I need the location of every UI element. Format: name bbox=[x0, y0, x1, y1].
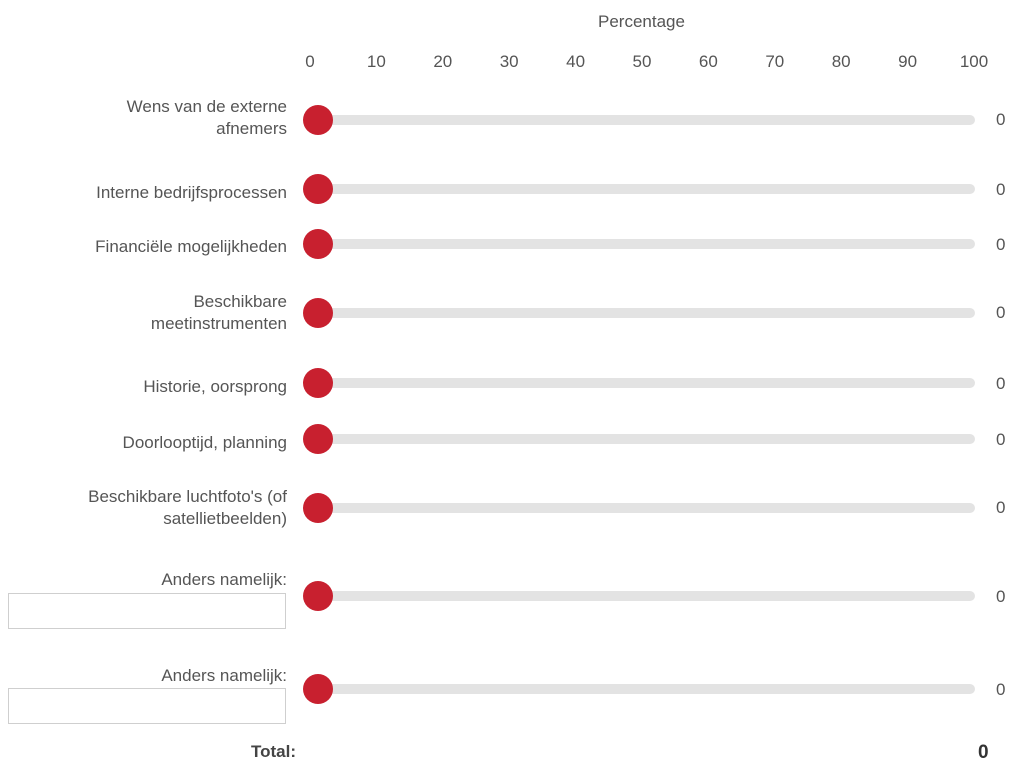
row-label: Historie, oorsprong bbox=[143, 376, 287, 398]
scale-title: Percentage bbox=[598, 12, 685, 31]
row-label-line: afnemers bbox=[216, 119, 287, 138]
slider-thumb[interactable] bbox=[303, 424, 333, 454]
slider-thumb[interactable] bbox=[303, 174, 333, 204]
slider-thumb[interactable] bbox=[303, 105, 333, 135]
total-label: Total: bbox=[250, 742, 296, 761]
slider-value: 0 bbox=[996, 180, 1006, 199]
slider-thumb[interactable] bbox=[303, 229, 333, 259]
scale-tick: 0 bbox=[305, 52, 315, 71]
total-value: 0 bbox=[978, 742, 989, 763]
slider-thumb[interactable] bbox=[303, 674, 333, 704]
slider-value: 0 bbox=[996, 587, 1006, 606]
slider-value: 0 bbox=[996, 235, 1006, 254]
scale-tick: 70 bbox=[765, 52, 785, 71]
row-label-line: Anders namelijk: bbox=[161, 570, 287, 589]
row-label: Anders namelijk: bbox=[161, 665, 287, 687]
row-label: Beschikbare meetinstrumenten bbox=[151, 291, 287, 335]
slider-value: 0 bbox=[996, 498, 1006, 517]
row-label: Doorlooptijd, planning bbox=[123, 432, 287, 454]
row-label-line: Wens van de externe bbox=[126, 97, 287, 116]
slider-track[interactable] bbox=[303, 581, 975, 611]
scale-tick: 10 bbox=[366, 52, 386, 71]
slider-track[interactable] bbox=[303, 174, 975, 204]
slider-track[interactable] bbox=[303, 674, 975, 704]
slider-value: 0 bbox=[996, 110, 1006, 129]
row-label: Interne bedrijfsprocessen bbox=[96, 182, 287, 204]
scale-tick: 60 bbox=[698, 52, 718, 71]
slider-value: 0 bbox=[996, 374, 1006, 393]
row-label-line: satellietbeelden) bbox=[163, 509, 287, 528]
scale-tick: 50 bbox=[632, 52, 652, 71]
row-label-line: meetinstrumenten bbox=[150, 314, 287, 333]
slider-track[interactable] bbox=[303, 424, 975, 454]
slider-track[interactable] bbox=[303, 229, 975, 259]
slider-track[interactable] bbox=[303, 105, 975, 135]
slider-value: 0 bbox=[996, 680, 1006, 699]
row-label: Anders namelijk: bbox=[161, 569, 287, 591]
scale-tick: 80 bbox=[831, 52, 851, 71]
slider-thumb[interactable] bbox=[303, 368, 333, 398]
slider-track[interactable] bbox=[303, 298, 975, 328]
scale-tick: 30 bbox=[499, 52, 519, 71]
row-label: Wens van de externe afnemers bbox=[127, 96, 287, 140]
row-label-line: Beschikbare bbox=[193, 292, 287, 311]
row-label-line: Historie, oorsprong bbox=[143, 377, 287, 396]
row-label-line: Anders namelijk: bbox=[161, 666, 287, 685]
row-label-line: Beschikbare luchtfoto's (of bbox=[88, 487, 287, 506]
slider-thumb[interactable] bbox=[303, 493, 333, 523]
scale-tick: 90 bbox=[898, 52, 918, 71]
row-label: Financiële mogelijkheden bbox=[95, 236, 287, 258]
slider-value: 0 bbox=[996, 430, 1006, 449]
row-label-line: Interne bedrijfsprocessen bbox=[96, 183, 287, 202]
anders-namelijk-input[interactable] bbox=[8, 688, 286, 724]
scale-tick: 40 bbox=[566, 52, 586, 71]
scale-tick: 100 bbox=[959, 52, 989, 71]
anders-namelijk-input[interactable] bbox=[8, 593, 286, 629]
slider-thumb[interactable] bbox=[303, 581, 333, 611]
slider-track[interactable] bbox=[303, 493, 975, 523]
percentage-scale: 0 10 20 30 40 50 60 70 80 90 100 bbox=[0, 52, 1015, 76]
scale-tick: 20 bbox=[433, 52, 453, 71]
slider-track[interactable] bbox=[303, 368, 975, 398]
slider-value: 0 bbox=[996, 303, 1006, 322]
row-label-line: Doorlooptijd, planning bbox=[122, 433, 287, 452]
row-label-line: Financiële mogelijkheden bbox=[95, 237, 287, 256]
slider-thumb[interactable] bbox=[303, 298, 333, 328]
row-label: Beschikbare luchtfoto's (of satellietbee… bbox=[88, 486, 287, 530]
